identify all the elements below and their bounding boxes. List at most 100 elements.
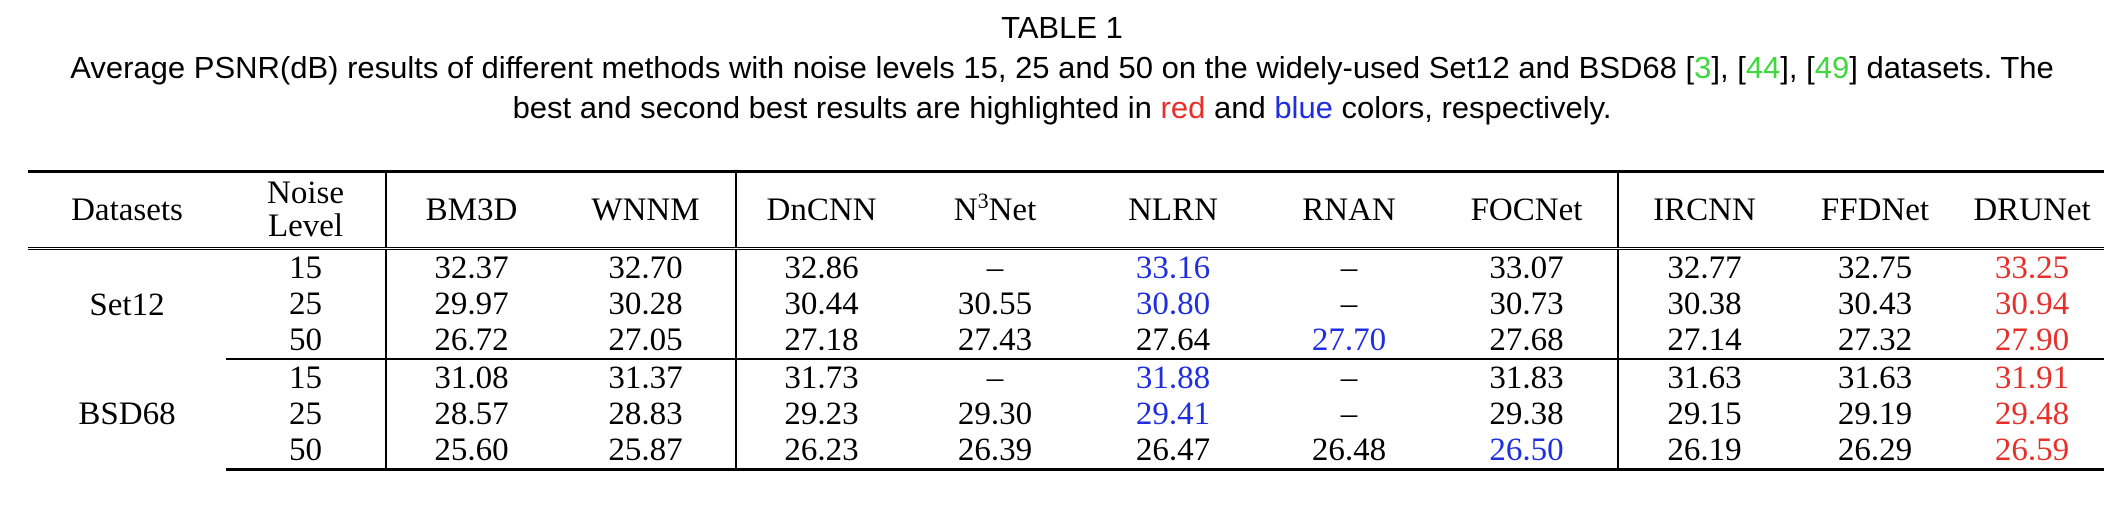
dataset-name: BSD68 (78, 396, 176, 433)
header-n3net-n: N (953, 191, 978, 228)
header-dncnn: DnCNN (766, 191, 877, 228)
value-cell: – (986, 250, 1004, 286)
caption-red-word: red (1160, 90, 1206, 125)
value-cell: 29.23 (784, 396, 859, 432)
header-wnnm: WNNM (556, 171, 737, 249)
value-cell: 31.63 (1667, 360, 1742, 396)
noise-level-cell: 15 (226, 248, 387, 286)
value-cell: 30.28 (556, 286, 737, 322)
value-cell: 30.38 (1667, 286, 1742, 322)
psnr-results-table: Datasets Noise Level BM3D WNNM DnCNN N3Ne… (28, 170, 2104, 471)
header-focnet: FOCNet (1436, 171, 1619, 249)
table-row: Set12 15 32.37 32.70 32.86 – 33.16 – 33.… (28, 248, 2104, 322)
value-cell-best: 29.48 (1994, 396, 2070, 432)
value-cell: 27.64 (1084, 322, 1262, 360)
value-cell: – (1340, 250, 1358, 286)
value-cell: 33.07 (1436, 248, 1619, 286)
caption-text: ], [ (1780, 50, 1815, 85)
header-datasets: Datasets (71, 191, 183, 228)
value-cell-second-best: 33.16 (1135, 250, 1211, 286)
value-cell: 31.73 (784, 360, 859, 396)
set12-group: Set12 15 32.37 32.70 32.86 – 33.16 – 33.… (28, 248, 2104, 360)
citation-link[interactable]: 44 (1745, 50, 1781, 85)
header-n3net-rest: Net (988, 191, 1037, 228)
value-cell: 30.44 (784, 286, 859, 322)
table-row: 25 28.57 28.83 29.23 29.30 29.41 – 29.38… (28, 396, 2104, 432)
noise-level-cell: 50 (226, 432, 387, 471)
noise-level-cell: 15 (226, 359, 387, 396)
value-cell: 30.73 (1436, 286, 1619, 322)
value-cell: 31.08 (434, 360, 509, 396)
value-cell: 32.70 (556, 248, 737, 286)
noise-level-cell: 25 (226, 286, 387, 322)
header-noise-line2: Level (267, 208, 344, 244)
caption-text: Average PSNR(dB) results of different me… (70, 50, 1695, 85)
value-cell-second-best: 29.41 (1135, 396, 1211, 432)
header-rnan: RNAN (1302, 191, 1396, 228)
value-cell: 30.55 (957, 286, 1033, 322)
value-cell: 31.63 (1837, 360, 1913, 396)
value-cell: 27.32 (1790, 322, 1960, 360)
value-cell: 31.83 (1436, 359, 1619, 396)
value-cell: 32.75 (1837, 250, 1913, 286)
value-cell: 26.48 (1262, 432, 1436, 471)
caption-text: and (1205, 90, 1275, 125)
citation-link[interactable]: 49 (1814, 50, 1850, 85)
value-cell: 29.97 (434, 286, 509, 322)
header-bm3d: BM3D (425, 191, 518, 228)
table-header-row: Datasets Noise Level BM3D WNNM DnCNN N3Ne… (28, 171, 2104, 249)
header-ircnn: IRCNN (1653, 191, 1756, 228)
value-cell: 26.72 (386, 322, 556, 360)
header-noise-level: Noise Level (226, 171, 387, 249)
header-drunet: DRUNet (1973, 191, 2091, 228)
value-cell: – (1340, 396, 1358, 432)
value-cell: 31.37 (556, 359, 737, 396)
table-caption: TABLE 1 Average PSNR(dB) results of diff… (0, 8, 2124, 128)
value-cell-best: 31.91 (1994, 360, 2070, 396)
value-cell: 27.14 (1618, 322, 1790, 360)
caption-line-1: Average PSNR(dB) results of different me… (0, 48, 2124, 88)
table-row: 25 29.97 30.28 30.44 30.55 30.80 – 30.73… (28, 286, 2104, 322)
value-cell-second-best: 27.70 (1262, 322, 1436, 360)
value-cell: 32.86 (784, 250, 859, 286)
value-cell-best: 27.90 (1960, 322, 2104, 360)
header-n3net: N3Net (906, 172, 1084, 249)
value-cell: 26.23 (736, 432, 906, 471)
value-cell-second-best: 30.80 (1135, 286, 1211, 322)
caption-line-2: best and second best results are highlig… (0, 88, 2124, 128)
value-cell: 25.87 (556, 432, 737, 471)
value-cell: 32.37 (434, 250, 509, 286)
table-row: 50 26.72 27.05 27.18 27.43 27.64 27.70 2… (28, 322, 2104, 360)
dataset-name: Set12 (89, 286, 165, 323)
value-cell-best: 30.94 (1994, 286, 2070, 322)
header-n3net-sup: 3 (977, 187, 989, 213)
value-cell: 29.38 (1436, 396, 1619, 432)
value-cell-best: 26.59 (1960, 432, 2104, 471)
noise-level-cell: 50 (226, 322, 387, 360)
caption-text: ], [ (1711, 50, 1746, 85)
value-cell: 29.19 (1837, 396, 1913, 432)
header-ffdnet: FFDNet (1820, 191, 1930, 228)
caption-label: TABLE 1 (1001, 10, 1123, 45)
value-cell: 25.60 (386, 432, 556, 471)
value-cell: 27.05 (556, 322, 737, 360)
value-cell: 26.29 (1790, 432, 1960, 471)
value-cell: 28.83 (556, 396, 737, 432)
value-cell: 26.19 (1618, 432, 1790, 471)
citation-link[interactable]: 3 (1694, 50, 1712, 85)
table-row: BSD68 15 31.08 31.37 31.73 – 31.88 – 31.… (28, 359, 2104, 432)
bsd68-group: BSD68 15 31.08 31.37 31.73 – 31.88 – 31.… (28, 359, 2104, 471)
value-cell: 26.47 (1084, 432, 1262, 471)
value-cell-second-best: 31.88 (1135, 360, 1211, 396)
value-cell: 30.43 (1837, 286, 1913, 322)
caption-text: colors, respectively. (1332, 90, 1612, 125)
value-cell: 29.30 (957, 396, 1033, 432)
header-noise-line1: Noise (267, 175, 344, 211)
value-cell: 26.39 (906, 432, 1084, 471)
value-cell: 32.77 (1667, 250, 1742, 286)
caption-blue-word: blue (1274, 90, 1333, 125)
value-cell: 27.43 (906, 322, 1084, 360)
value-cell: – (1340, 286, 1358, 322)
noise-level-cell: 25 (226, 396, 387, 432)
value-cell: 27.18 (736, 322, 906, 360)
